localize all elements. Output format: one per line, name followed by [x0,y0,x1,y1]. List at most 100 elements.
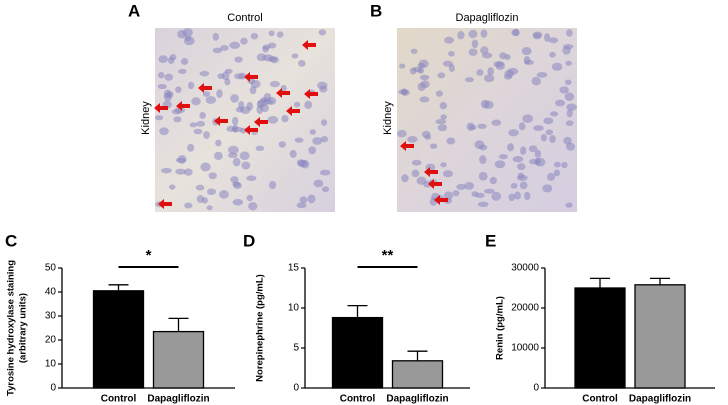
cell-nucleus [435,90,443,97]
y-axis-label: Norepinephrine (pg/mL) [255,274,266,382]
cell-nucleus [269,180,277,190]
cell-nucleus [262,99,274,105]
cell-nucleus [319,169,331,176]
cell-nucleus [240,37,248,45]
y-tick-label: 5 [293,343,299,354]
cell-nucleus [401,174,409,183]
arrow [158,199,172,209]
cell-nucleus [232,124,239,133]
bar [92,290,145,389]
cell-nucleus [399,63,406,69]
y-tick-label: 0 [50,383,56,394]
cell-nucleus [521,47,532,56]
arrow [428,179,442,189]
cell-nucleus [321,186,330,193]
y-tick-label: 30000 [511,263,539,274]
arrow [286,106,300,116]
cell-nucleus [167,56,175,65]
cell-nucleus [495,61,505,71]
panel-letter: E [485,231,496,250]
cell-nucleus [437,72,446,79]
x-tick-label: Control [101,394,137,405]
cell-nucleus [547,172,556,182]
cell-nucleus [475,192,485,199]
bar [331,316,384,389]
cell-nucleus [157,83,167,90]
cell-nucleus [498,153,508,160]
cell-nucleus [267,115,279,124]
cell-nucleus [480,99,490,109]
cell-nucleus [278,141,286,148]
cell-nucleus [417,67,425,74]
cell-nucleus [293,101,301,108]
cell-nucleus [158,55,168,64]
cell-nucleus [466,122,475,131]
cell-nucleus [545,129,554,136]
bar [634,284,686,389]
arrow [176,101,190,111]
cell-nucleus [517,172,525,179]
cell-nucleus [235,106,244,113]
cell-nucleus [474,140,485,149]
cell-nucleus [196,120,206,127]
cell-nucleus [448,50,455,57]
cell-nucleus [531,76,541,86]
y-tick-label: 20 [45,335,57,346]
cell-nucleus [519,181,528,190]
cell-nucleus [160,167,172,174]
cell-nucleus [297,159,308,168]
cell-nucleus [507,143,515,152]
cell-nucleus [234,73,244,80]
cell-nucleus [411,159,422,166]
cell-nucleus [154,115,164,121]
y-tick-label: 10 [288,303,300,314]
cell-nucleus [471,39,479,49]
cell-nucleus [549,134,556,143]
cell-nucleus [487,67,494,76]
cell-nucleus [437,124,448,132]
cell-nucleus [491,191,502,201]
cell-nucleus [410,48,418,54]
y-tick-label: 40 [45,287,57,298]
cell-nucleus [169,184,176,190]
cell-nucleus [457,30,465,40]
cell-nucleus [217,73,225,79]
cell-nucleus [561,161,568,169]
cell-nucleus [248,202,258,211]
cell-nucleus [550,111,558,117]
cell-nucleus [313,179,324,188]
cell-nucleus [159,127,169,136]
cell-nucleus [246,175,257,181]
side-label: Kidney [382,101,394,135]
cell-nucleus [268,30,275,37]
cell-nucleus [479,155,487,165]
cell-nucleus [548,37,559,44]
cell-nucleus [199,111,206,119]
bar [391,360,444,389]
cell-nucleus [554,161,561,168]
cell-nucleus [534,157,541,166]
cell-nucleus [517,163,526,171]
cell-nucleus [294,137,304,143]
y-tick-label: 0 [533,383,539,394]
cell-nucleus [418,59,429,69]
cell-nucleus [513,191,521,200]
cell-nucleus [187,143,195,152]
cell-nucleus [289,150,297,158]
cell-nucleus [229,41,241,49]
cell-nucleus [565,142,576,151]
bar [152,330,205,389]
cell-nucleus [491,119,502,126]
cell-nucleus [317,81,328,90]
cell-nucleus [566,109,573,118]
arrow [276,88,290,98]
cell-nucleus [396,129,407,138]
cell-nucleus [508,129,519,137]
arrow [302,40,316,50]
cell-nucleus [184,202,193,209]
cell-nucleus [566,29,573,37]
arrow [434,195,448,205]
cell-nucleus [212,32,220,41]
cell-nucleus [533,125,544,132]
cell-nucleus [262,46,269,53]
